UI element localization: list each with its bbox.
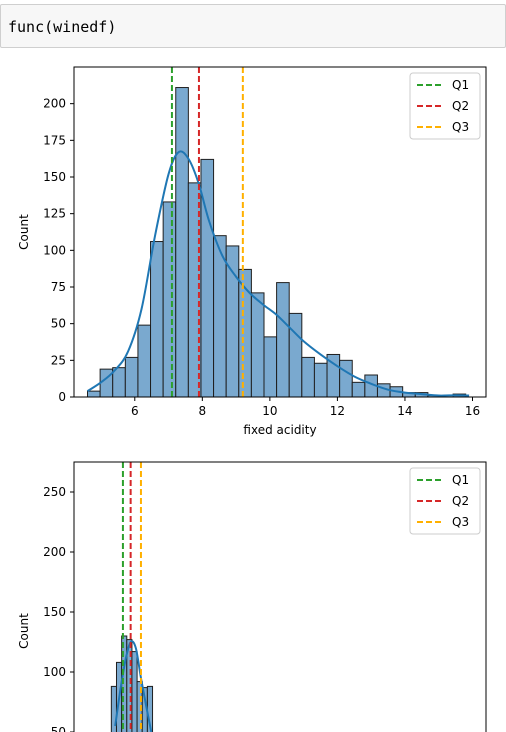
x-axis-label: fixed acidity bbox=[243, 423, 316, 437]
x-tick-label: 8 bbox=[199, 404, 207, 418]
legend-label-q2: Q2 bbox=[452, 99, 469, 113]
legend-label-q2: Q2 bbox=[452, 494, 469, 508]
legend-label-q1: Q1 bbox=[452, 473, 469, 487]
y-tick-label: 200 bbox=[43, 545, 66, 559]
y-tick-label: 150 bbox=[43, 170, 66, 184]
plot-area bbox=[110, 462, 154, 732]
legend-box bbox=[409, 467, 481, 535]
chart-1: 0 25 50 75 100 125 150 175 200 6 8 10 12 14 16 fixed ac… bbox=[17, 66, 487, 437]
histogram-bar bbox=[150, 241, 164, 397]
code-cell[interactable]: func(winedf) bbox=[0, 4, 506, 48]
histogram-bar bbox=[146, 685, 154, 732]
histogram-bar bbox=[288, 312, 303, 397]
histogram-bar bbox=[137, 324, 152, 397]
histogram-bar bbox=[339, 359, 353, 397]
x-tick-label: 12 bbox=[330, 404, 345, 418]
histogram-bar bbox=[276, 282, 290, 397]
chart-2: 50 100 150 200 250 Count Q1 Q2 Q3 bbox=[17, 461, 487, 732]
x-tick-label: 14 bbox=[397, 404, 412, 418]
histogram-bar bbox=[141, 687, 148, 732]
histogram-bar bbox=[110, 685, 117, 732]
y-tick-label: 0 bbox=[58, 390, 66, 404]
y-tick-label: 100 bbox=[43, 243, 66, 257]
plot-area bbox=[86, 67, 470, 397]
histogram-bar bbox=[313, 362, 328, 397]
histogram-bar bbox=[124, 356, 139, 397]
y-tick-label: 25 bbox=[51, 353, 66, 367]
y-tick-label: 200 bbox=[43, 97, 66, 111]
y-tick-label: 100 bbox=[43, 665, 66, 679]
axes-frame bbox=[73, 461, 487, 732]
histogram-bar bbox=[301, 356, 315, 397]
legend-label-q1: Q1 bbox=[452, 78, 469, 92]
kde-curve bbox=[86, 150, 470, 397]
x-tick-label: 10 bbox=[262, 404, 277, 418]
histogram-bar bbox=[351, 381, 366, 397]
y-axis-label: Count bbox=[17, 613, 31, 649]
y-tick-label: 75 bbox=[51, 280, 66, 294]
histogram-bar bbox=[87, 390, 101, 397]
y-tick-label: 50 bbox=[51, 725, 66, 732]
y-axis-label: Count bbox=[17, 214, 31, 250]
y-tick-label: 250 bbox=[43, 485, 66, 499]
legend-label-q3: Q3 bbox=[452, 120, 469, 134]
y-tick-label: 150 bbox=[43, 605, 66, 619]
y-tick-label: 50 bbox=[51, 317, 66, 331]
histogram-bar bbox=[162, 201, 177, 397]
histogram-bar bbox=[131, 651, 138, 732]
histogram-bar bbox=[112, 367, 126, 397]
y-tick-label: 175 bbox=[43, 133, 66, 147]
code-cell-text: func(winedf) bbox=[8, 18, 117, 36]
kde-curve bbox=[114, 640, 153, 732]
x-tick-label: 6 bbox=[131, 404, 139, 418]
histogram-bar bbox=[250, 292, 265, 397]
legend-box bbox=[409, 72, 481, 140]
histogram-bar bbox=[136, 681, 143, 732]
y-tick-label: 125 bbox=[43, 207, 66, 221]
x-tick-label: 16 bbox=[465, 404, 480, 418]
axes-frame bbox=[73, 66, 487, 398]
legend-label-q3: Q3 bbox=[452, 515, 469, 529]
histogram-bar bbox=[263, 336, 278, 397]
histogram-bar bbox=[175, 87, 189, 397]
histogram-bar bbox=[225, 245, 240, 397]
